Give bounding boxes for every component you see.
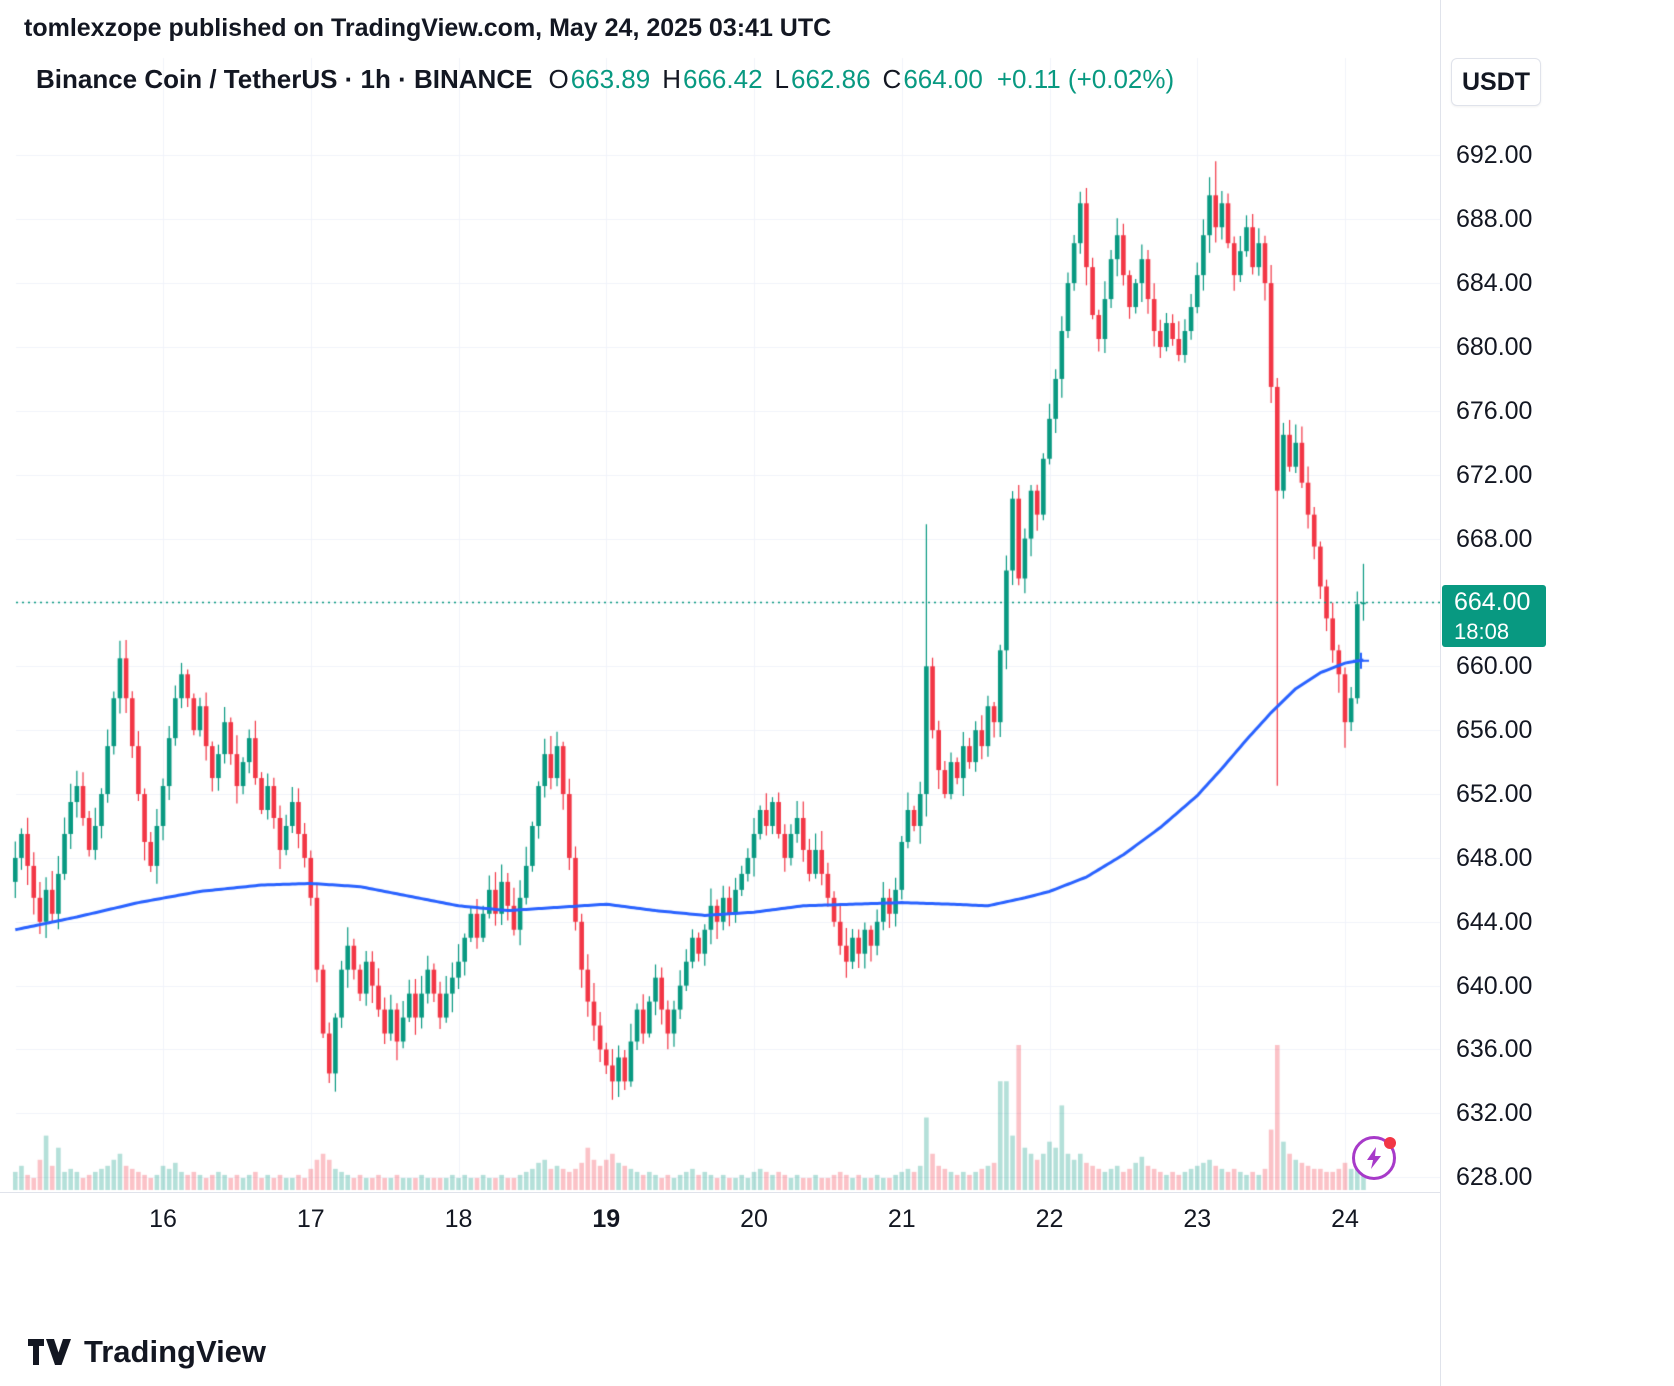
symbol-title[interactable]: Binance Coin / TetherUS · 1h · BINANCE	[36, 64, 533, 94]
notification-dot	[1384, 1137, 1396, 1149]
high-pair: H666.42	[662, 64, 762, 95]
price-scale[interactable]: USDT 628.00 632.00 636.00 640.00 644.00 648.0…	[1440, 0, 1674, 1386]
price-tick-label: 640.00	[1456, 971, 1533, 1000]
time-tick-label: 22	[1035, 1205, 1064, 1233]
time-tick-label: 19	[592, 1205, 621, 1233]
price-tick-label: 636.00	[1456, 1035, 1533, 1064]
time-axis[interactable]: 16 17 18 19 20 21 22 23 24	[0, 1192, 1440, 1253]
current-price-value: 664.00	[1454, 588, 1531, 617]
low-label: L	[774, 64, 789, 94]
time-tick-label: 20	[740, 1205, 768, 1233]
price-tick-label: 688.00	[1456, 205, 1533, 234]
open-value: 663.89	[570, 64, 651, 94]
bar-close-countdown: 18:08	[1454, 619, 1510, 645]
tradingview-logo[interactable]: TradingView	[28, 1334, 266, 1370]
low-value: 662.86	[791, 64, 871, 94]
publish-header: tomlexzope published on TradingView.com,…	[24, 14, 832, 42]
time-tick-label: 23	[1183, 1205, 1212, 1233]
price-tick-label: 680.00	[1456, 332, 1533, 361]
change-value: +0.11 (+0.02%)	[996, 64, 1175, 94]
close-label: C	[882, 64, 902, 94]
price-tick-label: 648.00	[1456, 843, 1533, 872]
time-tick-label: 18	[444, 1205, 473, 1233]
price-tick-label: 656.00	[1456, 716, 1533, 745]
price-tick-label: 632.00	[1456, 1099, 1533, 1128]
high-label: H	[662, 64, 681, 94]
open-label: O	[548, 64, 569, 94]
time-tick-label: 24	[1331, 1205, 1359, 1233]
symbol-ohlc-bar: Binance Coin / TetherUS · 1h · BINANCE O…	[36, 64, 1174, 95]
high-value: 666.42	[683, 64, 763, 94]
close-pair: C664.00	[883, 64, 983, 95]
price-tick-label: 644.00	[1456, 907, 1533, 936]
price-tick-label: 676.00	[1456, 396, 1533, 425]
open-pair: O663.89	[548, 64, 650, 95]
currency-toggle-button[interactable]: USDT	[1451, 58, 1541, 106]
low-pair: L662.86	[775, 64, 871, 95]
lightning-button[interactable]	[1352, 1136, 1396, 1180]
price-tick-label: 628.00	[1456, 1163, 1533, 1192]
time-tick-label: 17	[296, 1205, 325, 1233]
price-tick-label: 672.00	[1456, 460, 1533, 489]
price-tick-label: 660.00	[1456, 652, 1533, 681]
close-value: 664.00	[903, 64, 983, 94]
tradingview-logo-icon	[28, 1339, 71, 1365]
current-price-tag: 664.00 18:08	[1442, 585, 1546, 648]
price-tick-label: 684.00	[1456, 269, 1533, 298]
price-tick-label: 652.00	[1456, 780, 1533, 809]
time-tick-label: 21	[887, 1205, 916, 1233]
tradingview-wordmark: TradingView	[84, 1334, 267, 1369]
time-tick-label: 16	[149, 1205, 177, 1233]
lightning-icon	[1367, 1147, 1381, 1169]
price-tick-label: 692.00	[1456, 141, 1533, 170]
price-tick-label: 668.00	[1456, 524, 1533, 553]
